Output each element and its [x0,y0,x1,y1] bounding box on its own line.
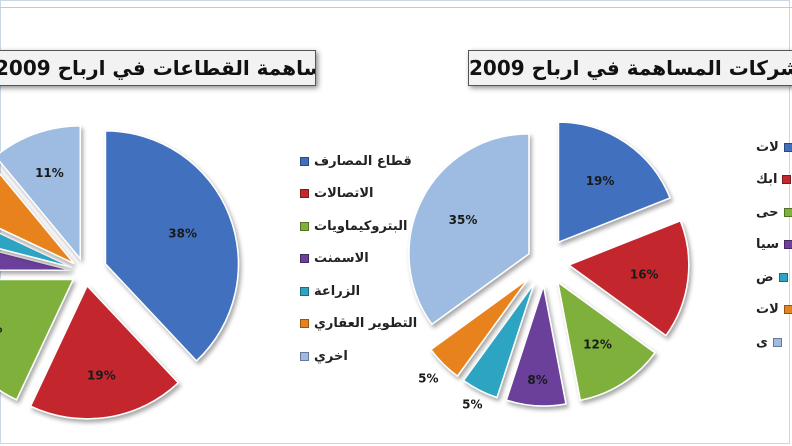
legend-item: التطوير العقاري [300,315,417,333]
pie-slice-0-3 [0,251,72,271]
legend-swatch [300,286,309,296]
data-label-0-6: 11% [35,166,64,180]
legend-swatch [300,156,309,166]
legend-swatch [300,351,309,361]
pie-slice-1-1 [567,219,690,337]
legend-label: اخري [314,348,348,364]
legend-swatch [300,254,309,263]
pie-slice-0-1 [29,284,180,420]
data-label-0-2: % [0,321,2,335]
legend-label: ابك [756,172,778,187]
pie-slice-1-5 [429,278,529,378]
legend-swatch [778,272,788,282]
legend-label: سيا [756,237,779,252]
legend-item: الاسمنت [300,250,369,268]
data-label-0-0: 38% [168,226,197,240]
legend-label: الاتصالات [314,186,374,201]
legend-label: الزراعة [314,283,361,299]
legend-label: قطاع المصارف [314,153,412,169]
legend-swatch [783,207,792,217]
legend-item: لات [756,138,792,156]
legend-item: ابك [756,171,792,189]
legend-item: سيا [756,236,792,254]
legend-swatch [782,175,792,184]
pie-slice-1-2 [556,280,656,402]
data-label-1-1: 16% [630,268,659,282]
pie-slice-0-6 [0,125,82,261]
pie-slice-1-3 [505,285,567,407]
data-label-0-1: 19% [87,369,116,383]
data-label-1-6: 35% [449,213,478,227]
legend-label: ض [756,269,774,285]
legend-item: حى [756,203,792,221]
legend-label: ى [756,334,768,350]
legend-swatch [783,142,792,152]
data-label-1-4: 5% [462,398,482,412]
legend-swatch [772,337,782,347]
legend-item: ض [756,268,788,286]
legend-item: لات [756,301,792,319]
legend-item: قطاع المصارف [300,152,412,170]
pie-slice-0-4 [0,232,73,268]
chart-title-companies: كبر الشركات المساهمة في ارباح 2009 [468,50,792,86]
data-label-1-5: 5% [418,372,438,386]
pie-slice-0-2 [0,278,75,401]
chart-title-sectors: نسب مساهمة القطاعات في ارباح 2009 [0,50,316,86]
legend-label: البتروكيماويات [314,218,408,234]
legend-swatch [300,319,309,328]
legend-swatch [300,221,309,231]
legend-swatch [783,305,792,314]
pie-slice-1-6 [408,133,530,326]
pie-slice-1-4 [462,282,535,399]
legend-item: ى [756,333,782,351]
legend-item: البتروكيماويات [300,217,408,235]
legend-item: الزراعة [300,282,360,300]
legend-label: الاسمنت [314,251,369,266]
legend-label: لات [756,139,779,155]
pie-slice-0-5 [0,172,75,265]
data-label-1-3: 8% [527,373,547,387]
legend-item: اخري [300,347,348,365]
legend-label: لات [756,302,779,317]
legend-label: التطوير العقاري [314,316,418,331]
top-divider [0,7,792,8]
legend-item: الاتصالات [300,185,373,203]
legend-swatch [783,240,792,249]
legend-label: حى [756,204,779,220]
pie-slice-0-0 [104,130,240,362]
pie-slice-1-0 [557,121,672,244]
data-label-1-0: 19% [586,174,615,188]
data-label-1-2: 12% [583,338,612,352]
legend-swatch [300,189,309,198]
